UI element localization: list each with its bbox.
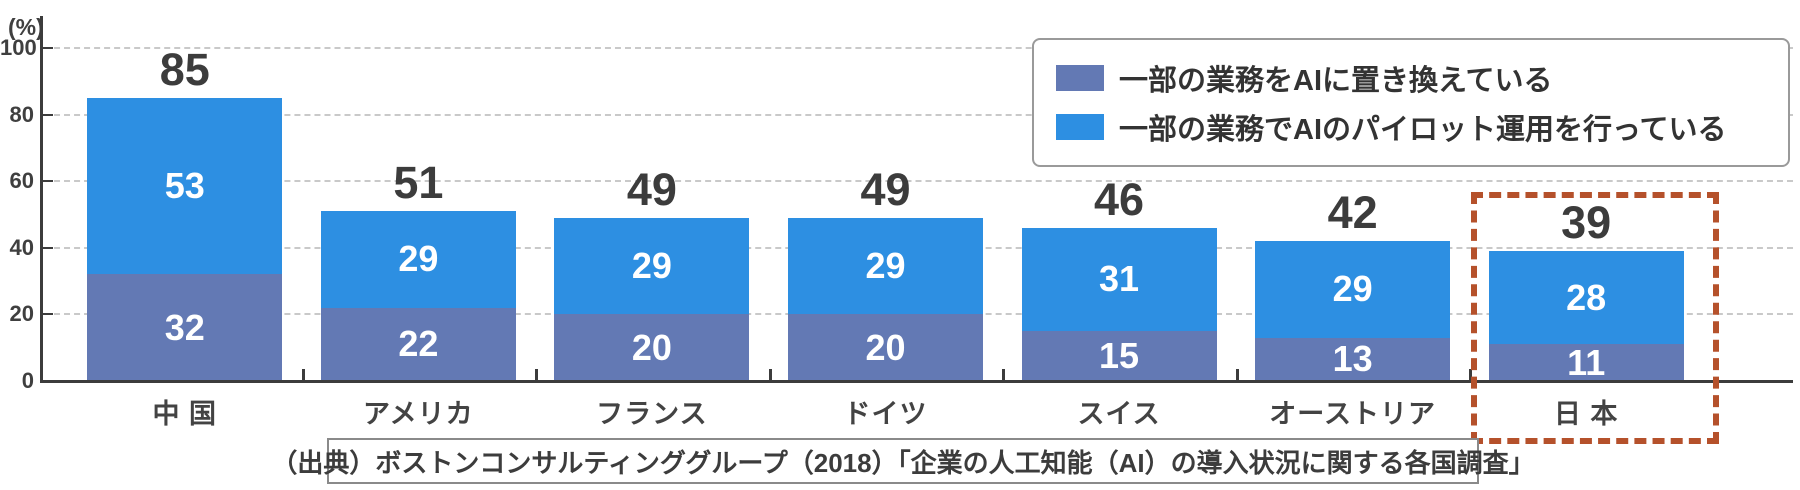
- segment-replaced: 15: [1021, 331, 1217, 381]
- total-value-label: 39: [1561, 197, 1612, 249]
- y-tick-label-0: 0: [21, 368, 34, 393]
- y-tick-label-100: 100: [0, 35, 37, 60]
- segment-replaced-value: 20: [631, 326, 672, 368]
- segment-replaced-value: 15: [1099, 335, 1140, 377]
- segment-pilot-value: 29: [398, 238, 439, 280]
- source-caption: （出典）ボストンコンサルティンググループ（2018）「企業の人工知能（AI）の導…: [271, 438, 1535, 484]
- gridline-60: [44, 180, 1793, 183]
- legend-swatch-1: [1056, 65, 1104, 91]
- total-value-label: 51: [393, 157, 444, 209]
- bar-column-6: 29 13 42: [1236, 48, 1470, 381]
- x-axis-line: [40, 380, 1793, 383]
- segment-pilot-value: 28: [1566, 276, 1607, 318]
- category-label-6: オーストリア: [1269, 399, 1436, 429]
- segment-pilot: 28: [1488, 251, 1684, 345]
- y-tick-100: [40, 47, 53, 49]
- stacked-bar-1: 53 32 85: [87, 47, 283, 381]
- x-tick-5: [1235, 369, 1239, 381]
- category-label-1: 中 国: [152, 399, 218, 429]
- category-label-5: スイス: [1077, 399, 1161, 429]
- y-tick-label-20: 20: [9, 301, 34, 327]
- total-value-label: 42: [1327, 187, 1378, 239]
- segment-pilot: 29: [554, 217, 750, 315]
- segment-pilot-value: 29: [631, 245, 672, 287]
- stacked-bar-4: 29 20 49: [787, 167, 983, 381]
- segment-pilot: 29: [787, 217, 983, 315]
- category-label-4: ドイツ: [843, 399, 928, 429]
- gridline-100: [44, 47, 1793, 49]
- segment-pilot-value: 31: [1099, 258, 1140, 300]
- segment-pilot-value: 53: [164, 165, 205, 207]
- segment-pilot: 53: [87, 97, 283, 275]
- y-tick-label-60: 60: [9, 168, 34, 194]
- stacked-bar-5: 31 15 46: [1021, 177, 1217, 381]
- legend-label-2: 一部の業務でAIのパイロット運用を行っている: [1119, 114, 1727, 146]
- bar-column-5: 31 15 46: [1002, 48, 1236, 381]
- total-value-label: 49: [626, 163, 677, 215]
- total-value-label: 49: [860, 163, 911, 215]
- stacked-bar-3: 29 20 49: [554, 167, 750, 381]
- legend-label-1: 一部の業務をAIに置き換えている: [1119, 65, 1553, 97]
- y-axis-line: [40, 16, 43, 383]
- segment-pilot-value: 29: [1332, 268, 1373, 310]
- bar-column-3: 29 20 49: [535, 48, 769, 381]
- segment-replaced: 20: [554, 314, 750, 381]
- stacked-bar-2: 29 22 51: [320, 160, 516, 381]
- gridline-80: [44, 113, 1793, 116]
- stacked-bar-7: 28 11 39: [1488, 200, 1684, 383]
- segment-pilot: 31: [1021, 227, 1217, 332]
- y-tick-40: [40, 246, 53, 249]
- segment-replaced: 32: [87, 274, 283, 381]
- x-tick-2: [535, 369, 539, 381]
- category-label-3: フランス: [596, 399, 708, 429]
- legend-item-2: 一部の業務でAIのパイロット運用を行っている: [1056, 106, 1766, 148]
- segment-pilot: 29: [1255, 241, 1451, 338]
- bar-column-4: 29 20 49: [769, 48, 1003, 381]
- japan-highlight-box: [1471, 192, 1719, 444]
- segment-replaced-value: 32: [164, 306, 205, 348]
- total-value-label: 46: [1094, 173, 1145, 225]
- legend-item-1: 一部の業務をAIに置き換えている: [1056, 57, 1766, 99]
- category-label-7: 日 本: [1553, 399, 1619, 429]
- bar-column-2: 29 22 51: [302, 48, 536, 381]
- segment-replaced-value: 11: [1567, 341, 1606, 383]
- y-tick-80: [40, 113, 53, 116]
- x-tick-3: [768, 369, 772, 381]
- segment-replaced: 20: [787, 314, 983, 381]
- x-tick-6: [1469, 369, 1473, 381]
- x-tick-1: [301, 369, 305, 381]
- segment-replaced: 22: [320, 307, 516, 381]
- category-label-2: アメリカ: [363, 399, 474, 429]
- legend: 一部の業務をAIに置き換えている一部の業務でAIのパイロット運用を行っている: [1032, 38, 1790, 167]
- y-tick-label-80: 80: [9, 101, 34, 127]
- bar-column-7: 28 11 39: [1469, 48, 1703, 381]
- y-tick-60: [40, 180, 53, 183]
- legend-swatch-2: [1056, 114, 1104, 140]
- bar-column-1: 53 32 85: [68, 47, 302, 381]
- segment-replaced: 11: [1488, 341, 1684, 383]
- segment-pilot: 29: [320, 211, 516, 308]
- total-value-label: 85: [159, 43, 210, 95]
- segment-replaced-value: 22: [398, 323, 439, 365]
- segment-replaced: 13: [1255, 337, 1451, 381]
- y-axis-unit-label: (%): [8, 14, 44, 40]
- segment-replaced-value: 13: [1332, 338, 1373, 380]
- y-tick-label-40: 40: [9, 234, 34, 260]
- x-tick-4: [1002, 369, 1006, 381]
- y-tick-20: [40, 313, 53, 316]
- segment-replaced-value: 20: [865, 326, 906, 368]
- stacked-bar-6: 29 13 42: [1255, 190, 1451, 381]
- segment-pilot-value: 29: [865, 245, 906, 287]
